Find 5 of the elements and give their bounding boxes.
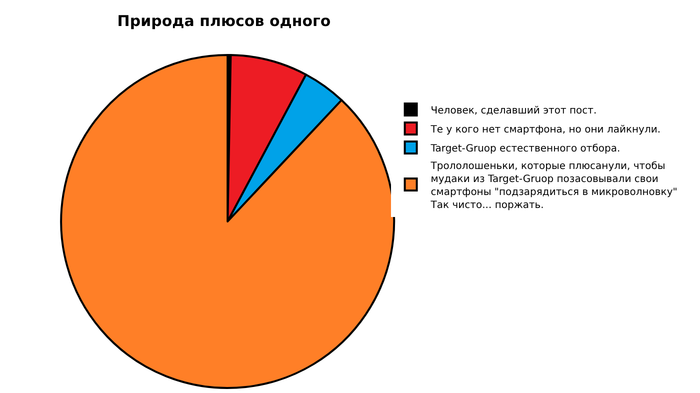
legend-label: Человек, сделавший этот пост. [430, 105, 597, 116]
legend-label: Трололошеньки, которые плюсанули, чтобы мудаки из Target-Gruop позасовывали свои смартфоны "подзарядиться в микроволновку" Так чисто... поржать. [430, 160, 678, 211]
legend-label: Target-Gruop естественного отбора. [430, 143, 620, 154]
legend-label: Те у кого нет смартфона, но они лайкнули. [430, 124, 661, 136]
chart-title: Природа плюсов одного [117, 12, 331, 30]
